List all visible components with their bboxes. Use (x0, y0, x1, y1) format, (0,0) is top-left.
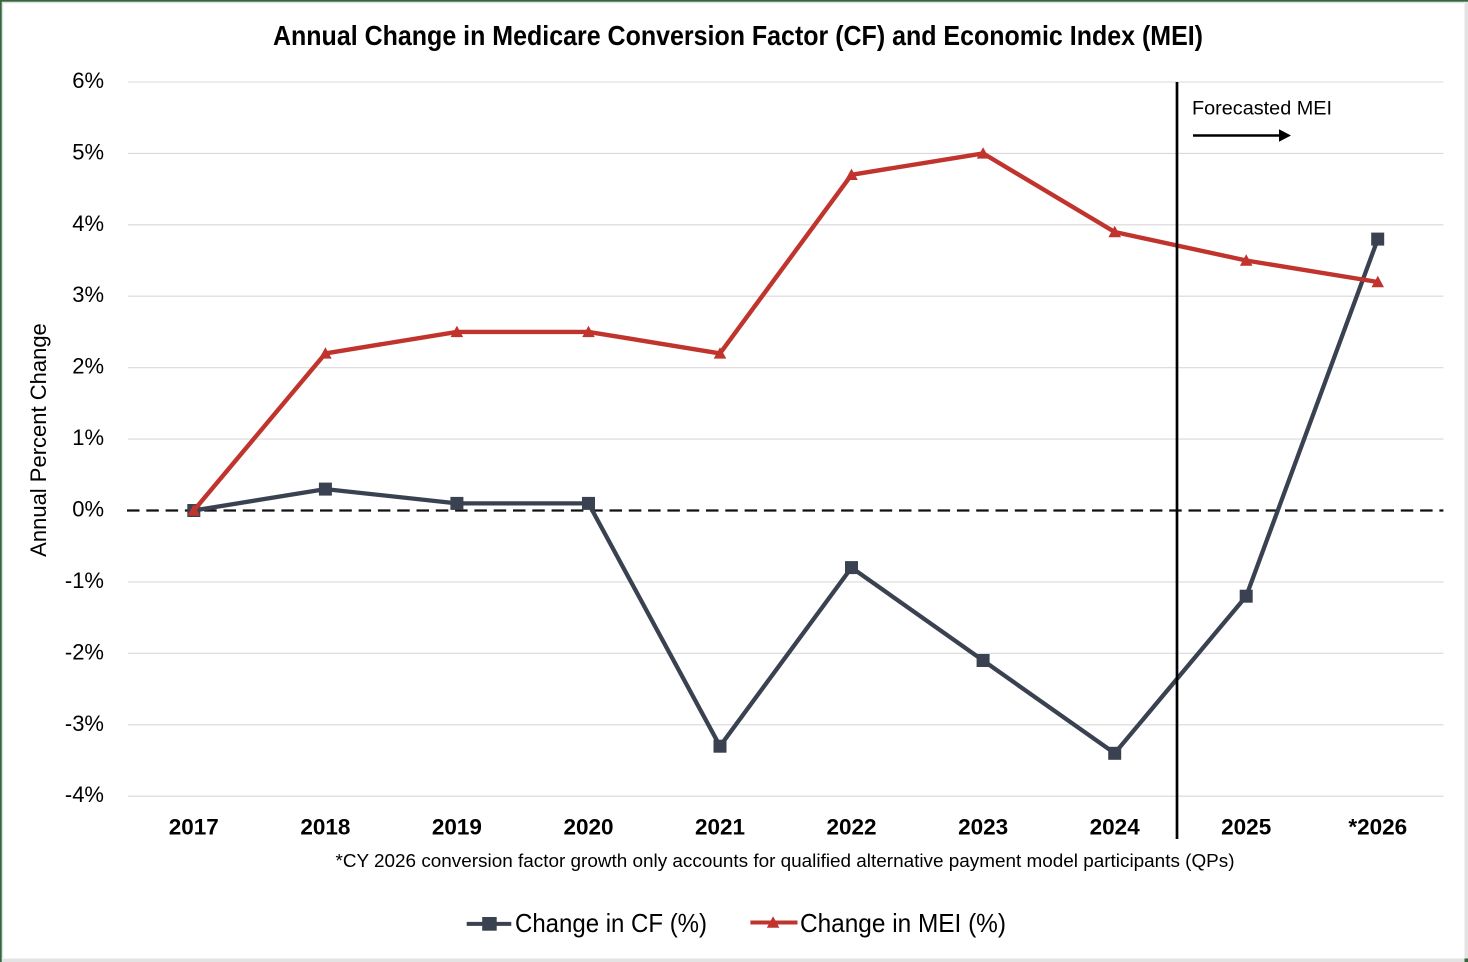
svg-text:*2026: *2026 (1348, 815, 1407, 840)
svg-text:-2%: -2% (65, 639, 104, 664)
svg-text:-4%: -4% (65, 782, 104, 807)
svg-text:-3%: -3% (65, 711, 104, 736)
svg-text:2024: 2024 (1090, 815, 1141, 840)
svg-text:2022: 2022 (826, 815, 876, 840)
svg-text:Forecasted MEI: Forecasted MEI (1192, 99, 1332, 120)
svg-text:2021: 2021 (695, 815, 745, 840)
svg-text:3%: 3% (72, 282, 104, 307)
svg-text:Change in CF (%): Change in CF (%) (515, 908, 707, 938)
svg-text:2025: 2025 (1221, 815, 1271, 840)
svg-text:Annual Percent Change: Annual Percent Change (26, 323, 51, 557)
svg-text:Annual Change in Medicare Conv: Annual Change in Medicare Conversion Fac… (273, 20, 1203, 51)
svg-text:2019: 2019 (432, 815, 482, 840)
svg-text:*CY 2026 conversion factor gro: *CY 2026 conversion factor growth only a… (336, 851, 1235, 871)
svg-text:2023: 2023 (958, 815, 1008, 840)
svg-text:1%: 1% (72, 425, 104, 450)
svg-text:-1%: -1% (65, 568, 104, 593)
svg-text:5%: 5% (72, 139, 104, 164)
svg-text:2017: 2017 (169, 815, 219, 840)
svg-text:2%: 2% (72, 354, 104, 379)
svg-text:0%: 0% (72, 497, 104, 522)
svg-text:6%: 6% (72, 68, 104, 93)
svg-text:4%: 4% (72, 211, 104, 236)
svg-text:Change in MEI (%): Change in MEI (%) (800, 908, 1006, 938)
svg-text:2020: 2020 (563, 815, 613, 840)
svg-text:2018: 2018 (300, 815, 350, 840)
